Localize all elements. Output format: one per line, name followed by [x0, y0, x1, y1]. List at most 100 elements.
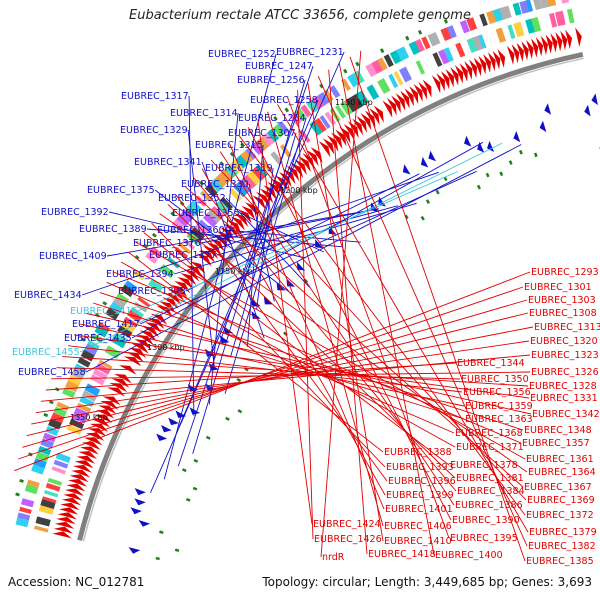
feature-block: [86, 399, 88, 404]
rna-marker: [419, 32, 422, 33]
gene-label-right: EUBREC_1401: [385, 504, 453, 515]
genome-summary-text: Topology: circular; Length: 3,449,685 bp…: [262, 575, 592, 589]
gene-label-right: EUBREC_1371: [456, 442, 524, 453]
gene-arrow-reverse: [129, 547, 141, 554]
gene-label-right: EUBREC_1323: [531, 350, 599, 361]
gene-arrow-reverse: [134, 498, 145, 505]
gene-arrow-reverse: [286, 278, 295, 286]
gene-label-left: EUBREC_1375: [87, 185, 155, 196]
rna-marker: [487, 175, 489, 176]
rna-marker: [195, 488, 196, 490]
feature-block: [515, 28, 522, 30]
rna-marker: [227, 418, 228, 420]
gene-arrow-reverse: [168, 418, 179, 426]
gene-label-right: EUBREC_1378: [450, 460, 518, 471]
gene-arrow-reverse: [161, 425, 172, 433]
feature-block: [52, 485, 53, 490]
rna-marker: [478, 187, 480, 188]
gene-arrow-reverse: [190, 407, 201, 415]
feature-block: [47, 500, 49, 507]
gene-label-left: EUBREC_1317: [121, 91, 189, 102]
feature-block: [21, 519, 23, 526]
gene-label-right: EUBREC_1426: [314, 534, 382, 545]
rna-marker: [422, 218, 424, 219]
feature-block: [374, 65, 380, 68]
feature-block: [481, 41, 485, 42]
rna-marker: [520, 152, 522, 153]
rna-marker: [406, 38, 409, 39]
gene-label-right: EUBREC_1326: [531, 367, 599, 378]
gene-arrow-reverse: [513, 131, 520, 142]
feature-block: [419, 67, 423, 69]
feature-block: [548, 0, 555, 1]
rna-marker: [184, 469, 185, 471]
feature-block: [51, 492, 52, 495]
gene-label-left: EUBREC_1330: [181, 179, 249, 190]
gene-label-right: EUBREC_1395: [450, 533, 518, 544]
gene-label-right: EUBREC_1303: [528, 295, 596, 306]
rna-marker: [437, 192, 439, 193]
feature-block: [381, 84, 388, 88]
feature-block: [441, 56, 447, 59]
gene-label-left: EUBREC_1307: [228, 128, 296, 139]
feature-block: [319, 124, 323, 127]
rna-marker: [285, 333, 287, 335]
gene-label-left: EUBREC_1315: [195, 140, 263, 151]
gene-label-right: EUBREC_1350: [461, 374, 529, 385]
gene-label-right: EUBREC_1348: [524, 425, 592, 436]
feature-block: [88, 393, 91, 398]
feature-block: [397, 77, 400, 79]
gene-label-left: EUBREC_1329: [120, 125, 188, 136]
gene-label-right: EUBREC_1382: [528, 541, 596, 552]
gene-label-right: EUBREC_1308: [529, 308, 597, 319]
feature-block: [54, 480, 55, 484]
feature-block: [58, 469, 59, 473]
feature-block: [60, 462, 62, 466]
feature-block: [59, 409, 62, 415]
accession-text: Accession: NC_012781: [8, 575, 144, 589]
feature-block: [462, 26, 468, 28]
rna-marker: [535, 155, 537, 156]
feature-block: [344, 84, 348, 86]
feature-block: [402, 73, 409, 76]
feature-block: [350, 79, 356, 83]
gene-arrow-reverse: [421, 157, 429, 168]
feature-block: [83, 406, 85, 410]
gene-label-right: EUBREC_1396: [388, 476, 456, 487]
rna-marker: [286, 109, 288, 111]
left-gene-labels: EUBREC_1231EUBREC_1252EUBREC_1247EUBREC_…: [12, 47, 521, 493]
feature-block: [143, 301, 145, 304]
gene-arrow-reverse: [131, 507, 142, 514]
feature-block: [27, 500, 29, 506]
gene-label-left: EUBREC_1409: [39, 251, 107, 262]
gene-arrow-reverse: [139, 520, 151, 527]
gene-arrow-reverse: [540, 121, 547, 132]
gene-label-right: EUBREC_1399: [386, 490, 454, 501]
gene-label-right: EUBREC_1331: [530, 393, 598, 404]
feature-block: [31, 486, 33, 493]
gene-label-left: EUBREC_1352: [158, 193, 226, 204]
gene-label-right: EUBREC_1344: [457, 358, 525, 369]
gene-label-right: EUBREC_1320: [530, 336, 598, 347]
feature-block: [41, 527, 42, 531]
gene-label-right: EUBREC_1293: [531, 267, 599, 278]
feature-block: [430, 38, 438, 42]
gene-label-right: EUBREC_1385: [526, 556, 594, 567]
feature-block: [449, 31, 455, 33]
feature-block: [435, 59, 439, 61]
feature-block: [510, 31, 514, 32]
gene-label-left: EUBREC_1455: [12, 347, 80, 358]
feature-block: [468, 23, 475, 26]
rna-marker: [17, 493, 18, 496]
gene-label-right: EUBREC_1328: [529, 381, 597, 392]
feature-block: [475, 42, 481, 44]
feature-block: [527, 25, 534, 27]
feature-block: [83, 360, 86, 365]
feature-block: [46, 441, 48, 447]
rna-marker: [500, 173, 502, 174]
feature-block: [275, 157, 279, 160]
rna-marker: [45, 414, 46, 417]
gene-arrow-forward: [575, 27, 582, 47]
gene-arrow-reverse: [544, 103, 551, 115]
